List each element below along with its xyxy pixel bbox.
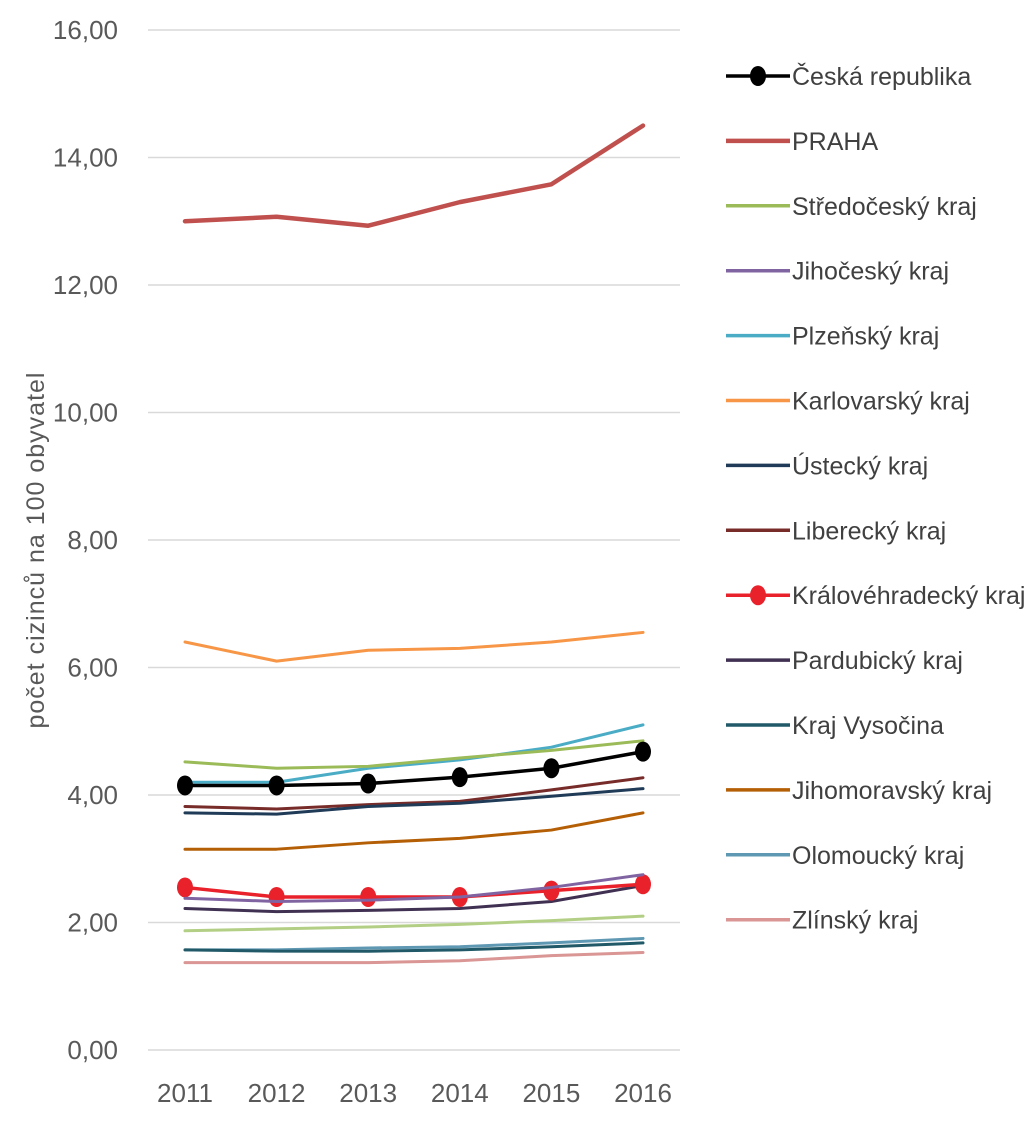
data-point	[360, 887, 377, 907]
series-2	[182, 123, 646, 228]
series-line	[183, 873, 645, 903]
x-tick-label: 2011	[157, 1078, 213, 1108]
series-line	[183, 811, 645, 851]
y-tick-label: 16,00	[53, 15, 118, 45]
x-tick-label: 2015	[522, 1078, 580, 1108]
legend-item: Olomoucký kraj	[726, 842, 964, 870]
data-point	[451, 767, 468, 788]
series-15	[183, 914, 645, 933]
legend-label: PRAHA	[792, 128, 878, 156]
series-lines	[177, 123, 651, 965]
series-line	[183, 914, 645, 933]
series-1	[177, 741, 651, 796]
legend-item: Plzeňský kraj	[726, 323, 939, 351]
series-line	[183, 950, 645, 965]
legend-label: Plzeňský kraj	[792, 323, 939, 351]
y-tick-label: 2,00	[67, 908, 118, 938]
y-axis-label: počet cizinců na 100 obyvatel	[22, 372, 50, 729]
legend-label: Středočeský kraj	[792, 193, 977, 221]
legend-label: Kraj Vysočina	[792, 712, 944, 740]
y-tick-label: 8,00	[67, 525, 118, 555]
legend-item: Liberecký kraj	[726, 517, 946, 545]
data-point	[635, 874, 651, 895]
legend-label: Pardubický kraj	[792, 647, 963, 675]
series-13	[183, 936, 645, 952]
data-point	[635, 741, 651, 762]
legend-item: Zlínský kraj	[726, 907, 918, 935]
series-line	[183, 630, 645, 663]
data-point	[268, 887, 285, 907]
legend-label: Zlínský kraj	[792, 907, 918, 935]
series-line	[183, 776, 645, 811]
legend-item: PRAHA	[726, 128, 878, 156]
legend-item: Středočeský kraj	[726, 193, 977, 221]
x-axis-ticks: 2011 2012 2013 2014 2015 2016	[157, 1078, 672, 1108]
x-tick-label: 2012	[248, 1078, 306, 1108]
data-point	[177, 877, 193, 898]
y-axis-ticks: 0,00 2,00 4,00 6,00 8,00 10,00 12,00 14,00 16,00	[53, 15, 118, 1065]
series-3	[183, 739, 645, 770]
legend-item: Královéhradecký kraj	[726, 582, 1025, 610]
series-line	[183, 936, 645, 952]
series-5	[183, 723, 645, 784]
legend-item: Česká republika	[726, 62, 971, 91]
y-tick-label: 4,00	[67, 780, 118, 810]
legend-label: Jihočeský kraj	[792, 258, 949, 286]
x-tick-label: 2014	[431, 1078, 489, 1108]
legend-marker	[750, 585, 766, 606]
legend-item: Kraj Vysočina	[726, 712, 944, 740]
data-point	[268, 775, 285, 796]
series-11	[183, 941, 645, 953]
series-line	[183, 723, 645, 784]
legend: Česká republika PRAHA Středočeský kraj Jiho…	[726, 62, 1025, 935]
series-14	[183, 950, 645, 965]
gridlines	[148, 29, 680, 1051]
series-line	[183, 787, 645, 816]
legend-label: Jihomoravský kraj	[792, 777, 992, 805]
legend-label: Česká republika	[792, 62, 971, 91]
series-line	[183, 749, 645, 788]
data-point	[543, 758, 560, 779]
series-7	[183, 787, 645, 816]
series-line	[182, 123, 646, 228]
legend-label: Liberecký kraj	[792, 517, 946, 545]
x-tick-label: 2013	[339, 1078, 397, 1108]
legend-label: Královéhradecký kraj	[792, 582, 1025, 610]
series-8	[183, 776, 645, 811]
legend-label: Ústecký kraj	[792, 451, 928, 480]
legend-label: Olomoucký kraj	[792, 842, 964, 870]
series-line	[183, 884, 645, 914]
series-9	[177, 874, 651, 907]
data-point	[177, 775, 193, 796]
legend-item: Pardubický kraj	[726, 647, 963, 675]
series-line	[183, 882, 645, 899]
legend-item: Jihočeský kraj	[726, 258, 949, 286]
data-point	[543, 880, 560, 901]
data-point	[360, 773, 377, 794]
legend-item: Ústecký kraj	[726, 451, 928, 480]
series-12	[183, 811, 645, 851]
y-tick-label: 12,00	[53, 270, 118, 300]
x-tick-label: 2016	[614, 1078, 672, 1108]
series-6	[183, 630, 645, 663]
legend-marker	[750, 66, 766, 86]
series-line	[183, 941, 645, 953]
legend-label: Karlovarský kraj	[792, 388, 970, 416]
legend-item: Karlovarský kraj	[726, 388, 970, 416]
series-line	[183, 739, 645, 770]
y-tick-label: 14,00	[53, 143, 118, 173]
y-tick-label: 0,00	[67, 1035, 118, 1065]
legend-item: Jihomoravský kraj	[726, 777, 992, 805]
series-10	[183, 884, 645, 914]
y-tick-label: 10,00	[53, 398, 118, 428]
series-4	[183, 873, 645, 903]
y-tick-label: 6,00	[67, 653, 118, 683]
